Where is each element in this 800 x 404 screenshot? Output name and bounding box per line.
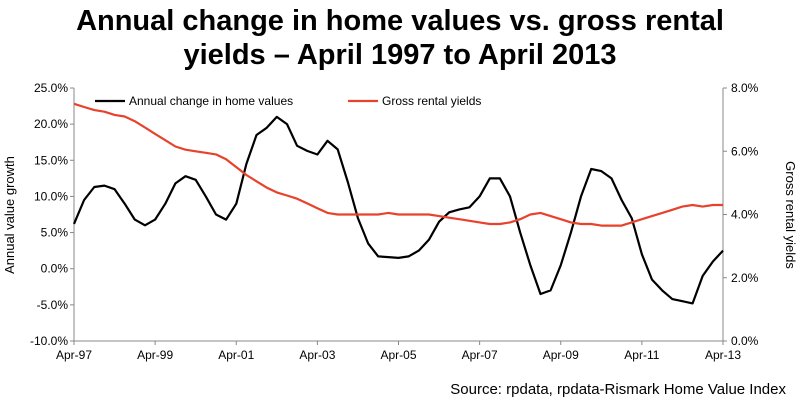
chart-title-line2: yields – April 1997 to April 2013 [183, 39, 617, 71]
x-tick-label: Apr-01 [218, 348, 254, 362]
chart-series [72, 102, 724, 305]
y2-tick-label: 6.0% [731, 144, 759, 158]
chart-axes: 25.0% 20.0% 15.0% 10.0% 5.0% 0.0% -5.0% -10.0% 8… [30, 81, 759, 362]
y2-tick-label: 2.0% [731, 271, 759, 285]
y-tick-label: 0.0% [41, 262, 69, 276]
x-tick-label: Apr-09 [543, 348, 579, 362]
y2-tick-label: 0.0% [731, 334, 759, 348]
y-tick-label: 5.0% [41, 226, 69, 240]
x-tick-label: Apr-11 [624, 348, 659, 362]
series-line-home-values [72, 115, 724, 305]
y-tick-label: 25.0% [34, 81, 68, 95]
y2-tick-label: 8.0% [731, 81, 759, 95]
y-tick-label: -10.0% [30, 334, 68, 348]
x-tick-label: Apr-03 [299, 348, 335, 362]
y-tick-label: 20.0% [34, 117, 68, 131]
y-tick-label: -5.0% [37, 298, 69, 312]
y2-axis-label: Gross rental yields [783, 161, 798, 269]
y-tick-label: 15.0% [34, 153, 68, 167]
chart-legend: Annual change in home values Gross rental… [95, 94, 481, 108]
x-tick-label: Apr-99 [137, 348, 173, 362]
x-tick-label: Apr-07 [462, 348, 498, 362]
chart-title-line1: Annual change in home values vs. gross r… [76, 5, 724, 37]
y2-tick-label: 4.0% [731, 208, 759, 222]
x-tick-label: Apr-13 [705, 348, 741, 362]
source-note: Source: rpdata, rpdata-Rismark Home Valu… [450, 381, 786, 398]
x-tick-label: Apr-05 [380, 348, 416, 362]
y-tick-label: 10.0% [34, 189, 68, 203]
x-tick-label: Apr-97 [56, 348, 92, 362]
legend-label: Annual change in home values [129, 94, 293, 108]
y-axis-label: Annual value growth [2, 156, 17, 274]
series-line-rental-yields [73, 102, 723, 227]
chart-title: Annual change in home values vs. gross r… [0, 4, 800, 72]
legend-label: Gross rental yields [382, 94, 481, 108]
